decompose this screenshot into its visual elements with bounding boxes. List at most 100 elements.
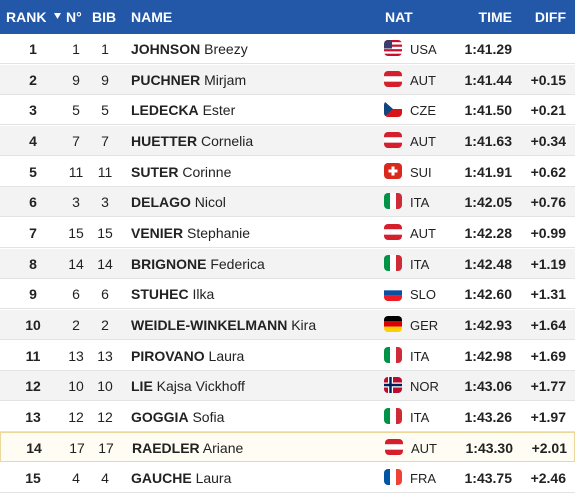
time: 1:43.26 xyxy=(464,408,512,425)
diff: +1.31 xyxy=(530,286,566,303)
header-bib: BIB xyxy=(92,9,117,25)
surname: LIE xyxy=(131,378,153,395)
athlete-name: DELAGO Nicol xyxy=(131,194,226,210)
time: 1:42.05 xyxy=(464,194,512,211)
result-row: 8 14 14 BRIGNONE Federica ITA 1:42.48 +1.19 xyxy=(0,248,575,279)
flag-icon xyxy=(384,377,402,394)
time: 1:42.48 xyxy=(464,255,512,272)
start-number: 11 xyxy=(68,163,84,180)
flag-icon xyxy=(384,285,402,302)
result-row: 6 3 3 DELAGO Nicol ITA 1:42.05 +0.76 xyxy=(0,187,575,218)
diff: +1.64 xyxy=(530,316,566,333)
result-row: 7 15 15 VENIER Stephanie AUT 1:42.28 +0.99 xyxy=(0,218,575,248)
header-rank[interactable]: RANK xyxy=(6,9,47,25)
athlete-name: PIROVANO Laura xyxy=(131,348,244,364)
bib: 12 xyxy=(97,408,113,425)
flag-icon xyxy=(384,40,402,56)
header-diff: DIFF xyxy=(534,9,566,25)
start-number: 14 xyxy=(68,255,84,272)
surname: PUCHNER xyxy=(131,71,201,88)
nationality: ITA xyxy=(410,256,430,272)
table-header: RANK N° BIB NAME NAT TIME DIFF xyxy=(0,0,575,34)
surname: DELAGO xyxy=(131,194,191,211)
start-number: 1 xyxy=(72,41,80,57)
result-row: 2 9 9 PUCHNER Mirjam AUT 1:41.44 +0.15 xyxy=(0,64,575,95)
athlete-name: STUHEC Ilka xyxy=(131,286,214,302)
surname: PIROVANO xyxy=(131,347,205,364)
athlete-name: VENIER Stephanie xyxy=(131,225,250,241)
first-name: Kajsa Vickhoff xyxy=(156,378,245,395)
athlete-name: LIE Kajsa Vickhoff xyxy=(131,378,245,394)
first-name: Federica xyxy=(210,255,265,272)
result-row: 4 7 7 HUETTER Cornelia AUT 1:41.63 +0.34 xyxy=(0,125,575,156)
bib: 7 xyxy=(101,132,109,149)
first-name: Ester xyxy=(202,102,236,119)
time: 1:43.30 xyxy=(465,440,513,457)
nationality: ITA xyxy=(410,409,430,425)
time: 1:43.75 xyxy=(464,470,512,487)
header-time: TIME xyxy=(478,9,512,25)
time: 1:41.44 xyxy=(464,71,512,88)
rank: 5 xyxy=(29,163,37,180)
result-row: 5 11 11 SUTER Corinne SUI 1:41.91 +0.62 xyxy=(0,157,575,187)
first-name: Sofia xyxy=(192,408,225,425)
first-name: Ilka xyxy=(192,286,215,303)
result-row: 12 10 10 LIE Kajsa Vickhoff NOR 1:43.06 +1.77 xyxy=(0,371,575,402)
time: 1:41.29 xyxy=(464,41,512,57)
bib: 6 xyxy=(101,286,109,303)
result-row: 1 1 1 JOHNSON Breezy USA 1:41.29 xyxy=(0,34,575,64)
start-number: 3 xyxy=(72,194,80,211)
result-row: 15 4 4 GAUCHE Laura FRA 1:43.75 +2.46 xyxy=(0,463,575,494)
diff: +0.62 xyxy=(530,163,566,180)
start-number: 9 xyxy=(72,71,80,88)
nationality: AUT xyxy=(411,441,437,457)
first-name: Stephanie xyxy=(187,224,251,241)
first-name: Corinne xyxy=(182,163,232,180)
start-number: 13 xyxy=(68,347,84,364)
bib: 1 xyxy=(101,41,109,57)
diff: +0.34 xyxy=(530,132,566,149)
nationality: SUI xyxy=(410,164,432,180)
athlete-name: JOHNSON Breezy xyxy=(131,41,248,57)
flag-icon xyxy=(384,162,402,179)
nationality: AUT xyxy=(410,225,436,241)
nationality: AUT xyxy=(410,133,436,149)
first-name: Kira xyxy=(291,316,317,333)
diff: +2.46 xyxy=(530,470,566,487)
rank: 13 xyxy=(25,408,41,425)
bib: 13 xyxy=(97,347,113,364)
rank: 6 xyxy=(29,194,37,211)
bib: 10 xyxy=(97,378,113,395)
flag-icon xyxy=(384,101,402,118)
bib: 5 xyxy=(101,102,109,119)
bib: 15 xyxy=(97,224,113,241)
result-row: 3 5 5 LEDECKA Ester CZE 1:41.50 +0.21 xyxy=(0,95,575,126)
surname: HUETTER xyxy=(131,132,198,149)
start-number: 5 xyxy=(72,102,80,119)
time: 1:42.93 xyxy=(464,316,512,333)
first-name: Ariane xyxy=(202,440,244,457)
time: 1:41.63 xyxy=(464,132,512,149)
header-name: NAME xyxy=(131,9,173,25)
result-row: 14 17 17 RAEDLER Ariane AUT 1:43.30 +2.01 xyxy=(0,432,575,463)
result-row: 9 6 6 STUHEC Ilka SLO 1:42.60 +1.31 xyxy=(0,279,575,310)
bib: 4 xyxy=(101,470,109,487)
time: 1:42.28 xyxy=(464,224,512,241)
start-number: 6 xyxy=(72,286,80,303)
flag-icon xyxy=(385,439,403,456)
athlete-name: RAEDLER Ariane xyxy=(132,440,243,456)
surname: JOHNSON xyxy=(131,41,201,57)
athlete-name: GAUCHE Laura xyxy=(131,470,231,486)
diff: +0.15 xyxy=(530,71,566,88)
surname: BRIGNONE xyxy=(131,255,207,272)
start-number: 15 xyxy=(68,224,84,241)
bib: 17 xyxy=(98,440,114,457)
nationality: USA xyxy=(410,42,437,57)
surname: VENIER xyxy=(131,224,184,241)
nationality: AUT xyxy=(410,72,436,88)
athlete-name: WEIDLE-WINKELMANN Kira xyxy=(131,317,316,333)
rank: 10 xyxy=(25,316,41,333)
bib: 11 xyxy=(97,163,113,180)
rank: 14 xyxy=(26,440,42,457)
